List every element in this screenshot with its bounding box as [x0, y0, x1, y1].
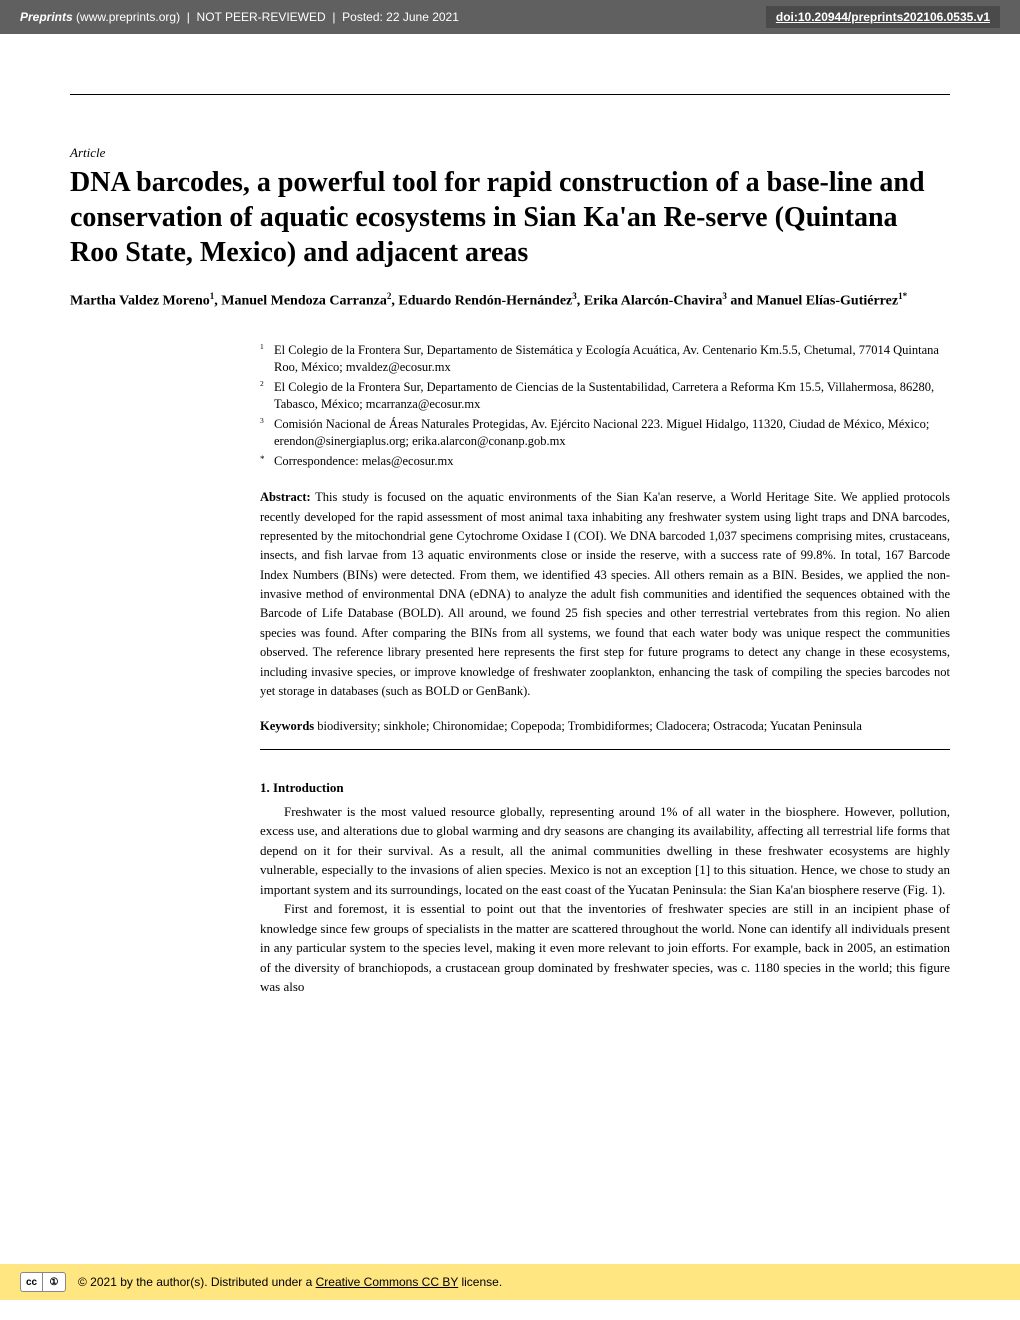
article-title: DNA barcodes, a powerful tool for rapid …	[70, 165, 950, 270]
license-footer: cc ① © 2021 by the author(s). Distribute…	[0, 1264, 1020, 1300]
affiliation-row: 1 El Colegio de la Frontera Sur, Departa…	[260, 342, 950, 377]
intro-paragraph-1: Freshwater is the most valued resource g…	[260, 802, 950, 900]
header-left: Preprints (www.preprints.org) | NOT PEER…	[20, 10, 459, 24]
article-type: Article	[70, 145, 950, 161]
top-rule	[70, 94, 950, 95]
page-content: Article DNA barcodes, a powerful tool fo…	[0, 34, 1020, 997]
affiliations: 1 El Colegio de la Frontera Sur, Departa…	[260, 342, 950, 471]
license-link[interactable]: Creative Commons CC BY	[316, 1275, 459, 1289]
header-url: (www.preprints.org)	[76, 10, 180, 24]
keywords-label: Keywords	[260, 719, 314, 733]
section-rule	[260, 749, 950, 750]
preprint-header-bar: Preprints (www.preprints.org) | NOT PEER…	[0, 0, 1020, 34]
intro-paragraph-2: First and foremost, it is essential to p…	[260, 899, 950, 997]
keywords: Keywords biodiversity; sinkhole; Chirono…	[260, 717, 950, 736]
affiliation-row: * Correspondence: melas@ecosur.mx	[260, 453, 950, 471]
author-list: Martha Valdez Moreno1, Manuel Mendoza Ca…	[70, 290, 950, 312]
affiliation-row: 3 Comisión Nacional de Áreas Naturales P…	[260, 416, 950, 451]
indented-block: 1 El Colegio de la Frontera Sur, Departa…	[260, 342, 950, 997]
section-heading: 1. Introduction	[260, 780, 950, 796]
abstract: Abstract: This study is focused on the a…	[260, 488, 950, 701]
license-text: © 2021 by the author(s). Distributed und…	[78, 1275, 502, 1289]
cc-by-icon: cc ①	[20, 1272, 66, 1292]
header-site: Preprints	[20, 10, 73, 24]
keywords-text: biodiversity; sinkhole; Chironomidae; Co…	[314, 719, 862, 733]
affiliation-row: 2 El Colegio de la Frontera Sur, Departa…	[260, 379, 950, 414]
abstract-label: Abstract:	[260, 490, 311, 504]
header-posted: Posted: 22 June 2021	[342, 10, 459, 24]
abstract-text: This study is focused on the aquatic env…	[260, 490, 950, 698]
header-status: NOT PEER-REVIEWED	[197, 10, 326, 24]
header-doi[interactable]: doi:10.20944/preprints202106.0535.v1	[766, 6, 1000, 28]
